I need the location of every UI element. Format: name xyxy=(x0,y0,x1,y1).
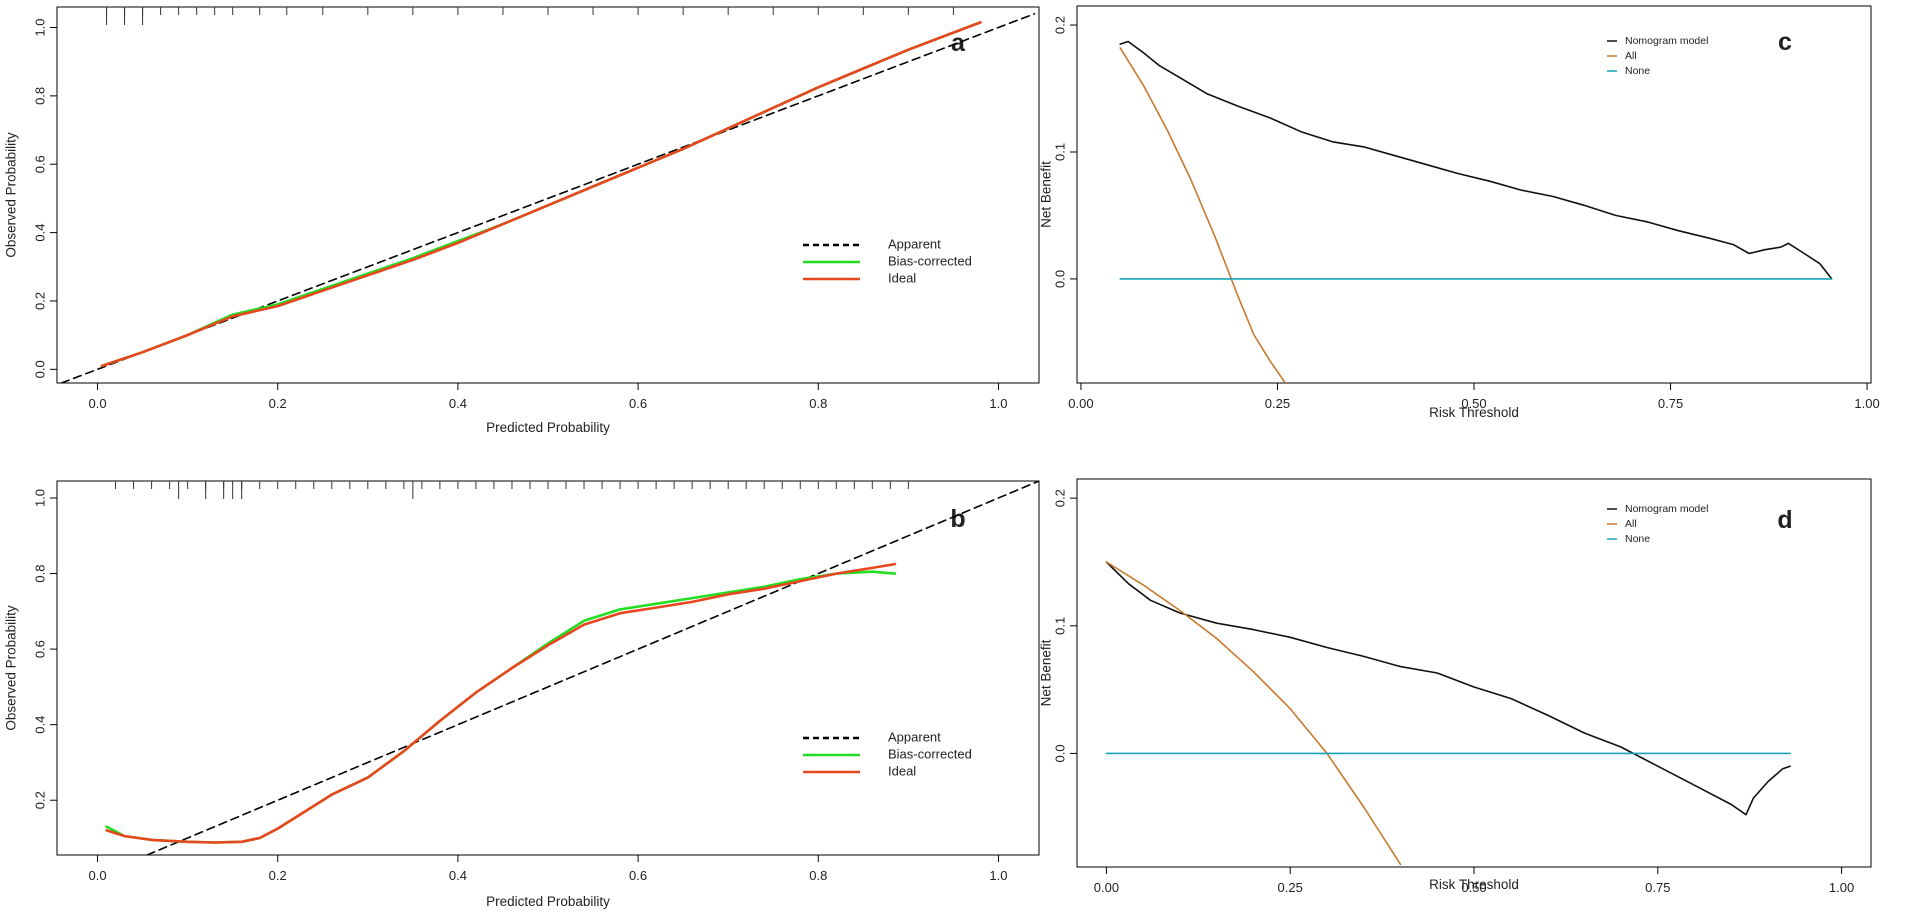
y-tick-label: 0.0 xyxy=(1052,744,1067,762)
series-line-nomogram-model xyxy=(1119,40,1833,280)
x-tick-label: 0.6 xyxy=(629,396,647,411)
legend-label: Ideal xyxy=(888,763,916,778)
legend-label: Bias-corrected xyxy=(888,253,972,268)
y-axis-title: Observed Probability xyxy=(4,605,19,731)
y-tick-label: 0.2 xyxy=(1052,489,1067,507)
x-tick-label: 0.50 xyxy=(1461,880,1486,895)
y-tick-label: 0.0 xyxy=(1052,270,1067,288)
panel-letter: d xyxy=(1777,506,1792,534)
y-tick-label: 0.1 xyxy=(1052,617,1067,635)
y-tick-label: 1.0 xyxy=(32,18,47,36)
x-tick-label: 0.4 xyxy=(449,396,467,411)
series-group xyxy=(60,13,1036,383)
x-tick-label: 0.8 xyxy=(809,396,827,411)
x-tick-label: 0.75 xyxy=(1645,880,1670,895)
x-axis-title: Predicted Probability xyxy=(486,894,610,909)
legend-label: Nomogram model xyxy=(1625,503,1708,515)
y-axis-title: Observed Probability xyxy=(4,132,19,258)
x-tick-label: 0.00 xyxy=(1094,880,1119,895)
y-tick-label: 0.2 xyxy=(32,292,47,310)
y-tick-label: 0.2 xyxy=(32,791,47,809)
plot-frame xyxy=(1076,5,1872,384)
panel-d: 0.00 0.25 0.50 0.75 1.00 0.0 0.1 0.2 Risk Thresh… xyxy=(1039,478,1872,895)
x-tick-label: 0.25 xyxy=(1278,880,1303,895)
series-line-nomogram-model xyxy=(1105,561,1791,816)
x-tick-label: 1.0 xyxy=(989,868,1007,883)
x-axis-title: Predicted Probability xyxy=(486,420,610,435)
x-tick-label: 0.2 xyxy=(269,868,287,883)
x-tick-label: 1.00 xyxy=(1829,880,1854,895)
y-tick-label: 0.2 xyxy=(1052,16,1067,34)
x-tick-label: 0.8 xyxy=(809,868,827,883)
panel-letter: a xyxy=(951,29,966,57)
series-group xyxy=(1119,40,1833,383)
x-axis-title: Risk Threshold xyxy=(1429,405,1519,420)
legend-label: None xyxy=(1625,65,1650,77)
y-tick-label: 0.6 xyxy=(32,640,47,658)
panel-letter: b xyxy=(950,505,965,533)
legend-label: Nomogram model xyxy=(1625,35,1708,47)
legend: Nomogram model All None xyxy=(1607,503,1708,545)
series-group xyxy=(105,481,1039,855)
x-tick-label: 0.00 xyxy=(1068,396,1093,411)
x-tick-label: 0.4 xyxy=(449,868,467,883)
rug-marks xyxy=(106,7,954,25)
series-group xyxy=(1105,561,1791,866)
y-axis-title: Net Benefit xyxy=(1039,161,1054,228)
x-tick-label: 0.50 xyxy=(1461,396,1486,411)
y-tick-label: 0.8 xyxy=(32,565,47,583)
legend-label: Ideal xyxy=(888,270,916,285)
rug-marks xyxy=(115,481,909,499)
plot-frame xyxy=(56,480,1040,856)
panel-b: 0.0 0.2 0.4 0.6 0.8 1.0 0.2 0.4 0.6 0.8 1.0 Predict… xyxy=(4,480,1040,909)
legend-label: Apparent xyxy=(888,729,941,744)
y-tick-label: 0.6 xyxy=(32,155,47,173)
series-line-all xyxy=(1105,561,1402,866)
y-tick-label: 0.8 xyxy=(32,87,47,105)
x-tick-label: 0.6 xyxy=(629,868,647,883)
series-line-all xyxy=(1119,47,1287,383)
legend-label: None xyxy=(1625,533,1650,545)
y-tick-label: 0.1 xyxy=(1052,143,1067,161)
y-tick-label: 0.4 xyxy=(32,716,47,734)
panel-a: 0.0 0.2 0.4 0.6 0.8 1.0 0.0 0.2 0.4 0.6 0.8 1.0 Pred… xyxy=(4,6,1040,435)
x-tick-label: 0.0 xyxy=(89,868,107,883)
legend-label: Bias-corrected xyxy=(888,746,972,761)
plot-frame xyxy=(1076,478,1872,868)
legend-label: All xyxy=(1625,518,1637,530)
x-axis-title: Risk Threshold xyxy=(1429,877,1519,892)
legend-label: All xyxy=(1625,50,1637,62)
series-line-ideal xyxy=(105,562,897,844)
x-tick-label: 0.25 xyxy=(1265,396,1290,411)
y-tick-label: 1.0 xyxy=(32,489,47,507)
x-tick-label: 0.0 xyxy=(89,396,107,411)
y-tick-label: 0.0 xyxy=(32,360,47,378)
series-line-ideal xyxy=(100,21,982,368)
x-tick-label: 1.0 xyxy=(989,396,1007,411)
x-tick-label: 1.00 xyxy=(1854,396,1879,411)
x-tick-label: 0.2 xyxy=(269,396,287,411)
y-axis-title: Net Benefit xyxy=(1039,639,1054,706)
x-tick-label: 0.75 xyxy=(1658,396,1683,411)
y-tick-label: 0.4 xyxy=(32,224,47,242)
legend: Apparent Bias-corrected Ideal xyxy=(803,236,972,285)
series-line-apparent xyxy=(146,481,1039,855)
panel-c: 0.00 0.25 0.50 0.75 1.00 0.0 0.1 0.2 Risk Thresh… xyxy=(1039,5,1880,420)
legend-label: Apparent xyxy=(888,236,941,251)
panel-letter: c xyxy=(1778,28,1792,56)
legend: Nomogram model All None xyxy=(1607,35,1708,77)
legend: Apparent Bias-corrected Ideal xyxy=(803,729,972,778)
